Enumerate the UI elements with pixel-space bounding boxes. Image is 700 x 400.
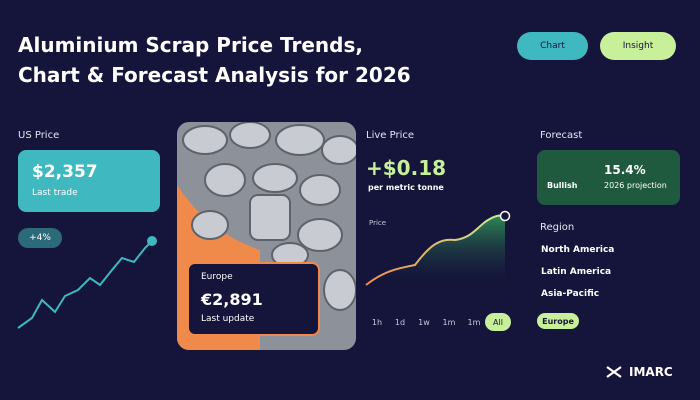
region-item[interactable]: Asia-Pacific bbox=[541, 289, 600, 299]
live-price-unit: per metric tonne bbox=[368, 183, 444, 192]
period-button[interactable]: 1d bbox=[394, 317, 406, 327]
europe-value: €2,891 bbox=[201, 290, 263, 309]
us-price-label: US Price bbox=[18, 130, 60, 141]
period-button[interactable]: 1m bbox=[467, 317, 481, 327]
price-dot bbox=[499, 210, 511, 222]
us-price-card: $2,357 Last trade bbox=[18, 150, 160, 212]
europe-caption: Last update bbox=[201, 314, 255, 324]
europe-label: Europe bbox=[201, 272, 233, 282]
title-line: Aluminium Scrap Price Trends, bbox=[18, 33, 363, 57]
forecast-value: 15.4% bbox=[604, 163, 646, 177]
sparkline-dot bbox=[147, 236, 157, 246]
title-line: Chart & Forecast Analysis for 2026 bbox=[18, 63, 411, 87]
region-list: North America Latin America Asia-Pacific… bbox=[537, 245, 681, 335]
region-item-active[interactable]: Europe bbox=[537, 313, 579, 329]
live-price-label: Live Price bbox=[366, 130, 414, 141]
price-line bbox=[365, 214, 506, 286]
us-price-value: $2,357 bbox=[32, 162, 98, 182]
brand: IMARC bbox=[629, 365, 673, 379]
period-bar: 1h 1d 1w 1m 1m All bbox=[364, 313, 512, 333]
forecast-trend: Bullish bbox=[547, 181, 578, 190]
chart-button[interactable]: Chart bbox=[517, 32, 588, 60]
period-button[interactable]: 1m bbox=[442, 317, 456, 327]
period-button[interactable]: 1h bbox=[371, 317, 383, 327]
period-button-active[interactable]: All bbox=[485, 313, 511, 331]
sparkline bbox=[17, 240, 153, 329]
europe-card: Europe €2,891 Last update bbox=[187, 262, 320, 336]
change-pill: +4% bbox=[18, 228, 62, 248]
forecast-card: Bullish 15.4% 2026 projection bbox=[537, 150, 680, 205]
insight-button[interactable]: Insight bbox=[600, 32, 676, 60]
period-button[interactable]: 1w bbox=[418, 317, 430, 327]
live-price-value: +$0.18 bbox=[366, 156, 447, 180]
region-item[interactable]: North America bbox=[541, 245, 615, 255]
chart-label: Price bbox=[369, 219, 387, 227]
region-item[interactable]: Latin America bbox=[541, 267, 612, 277]
forecast-label: Forecast bbox=[540, 130, 583, 141]
forecast-caption: 2026 projection bbox=[604, 181, 667, 190]
brand-icon bbox=[606, 366, 622, 378]
region-label: Region bbox=[540, 222, 575, 233]
us-price-caption: Last trade bbox=[32, 188, 78, 198]
title: Aluminium Scrap Price Trends, Chart & Fo… bbox=[18, 30, 411, 90]
